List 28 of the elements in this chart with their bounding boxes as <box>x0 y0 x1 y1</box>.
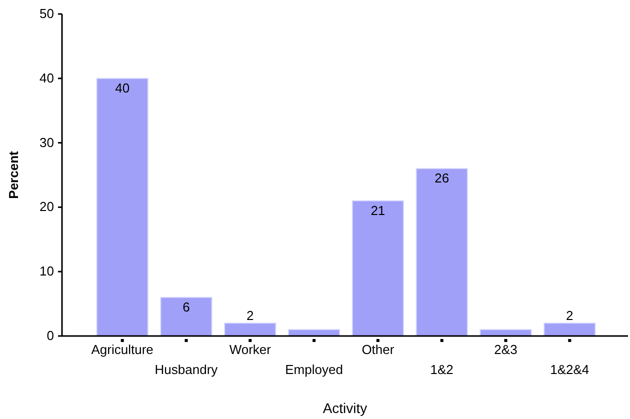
y-tick-label: 30 <box>40 134 54 150</box>
bar <box>544 322 596 336</box>
x-tick-label: Worker <box>229 342 272 357</box>
y-tick-label: 20 <box>40 199 54 214</box>
x-tick-label: 2&3 <box>494 342 518 357</box>
x-axis-title: Activity <box>322 400 368 416</box>
x-tick-label: Other <box>362 342 395 357</box>
y-tick-label: 0 <box>46 328 54 343</box>
y-tick-label: 40 <box>40 70 54 86</box>
y-tick-label: 50 <box>40 6 54 21</box>
data-label: 21 <box>370 202 386 218</box>
x-tick-label: Agriculture <box>91 342 154 357</box>
data-label: 6 <box>182 299 190 314</box>
x-tick-label: Employed <box>285 362 343 377</box>
bar <box>96 78 148 336</box>
data-label: 2 <box>566 308 574 324</box>
x-tick-label: 1&2&4 <box>550 362 590 377</box>
y-tick-label: 10 <box>40 264 54 279</box>
x-tick-label: 1&2 <box>430 362 454 377</box>
data-label: 26 <box>434 170 450 186</box>
x-tick-label: Husbandry <box>154 362 218 377</box>
y-axis-title: Percent <box>6 150 21 199</box>
bar <box>224 322 276 336</box>
bar <box>352 200 404 336</box>
data-label: 40 <box>115 80 130 96</box>
bar <box>416 168 468 336</box>
data-label: 2 <box>246 308 254 324</box>
bar <box>160 296 212 336</box>
